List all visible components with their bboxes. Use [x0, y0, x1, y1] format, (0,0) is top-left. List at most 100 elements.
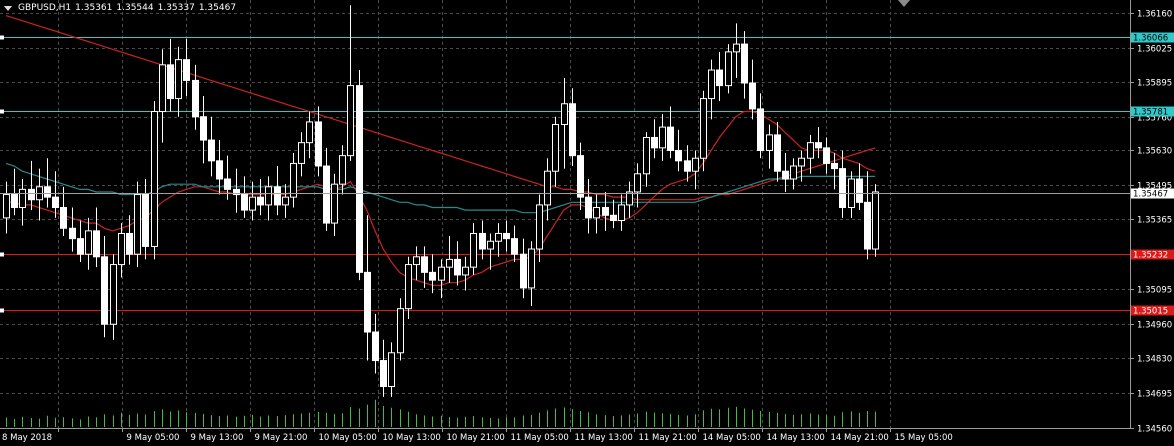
candle-bear	[167, 64, 174, 100]
candle-bear	[585, 196, 592, 219]
candle-bull	[85, 230, 92, 255]
candle-bull	[462, 266, 469, 276]
level-price-tag	[1131, 305, 1174, 316]
chart-header: GBPUSD,H1 1.35361 1.35544 1.35337 1.3546…	[4, 1, 236, 15]
candle-bull	[339, 155, 346, 185]
chart-menu-icon[interactable]	[4, 5, 12, 11]
x-tick-label: 9 May 05:00	[127, 433, 180, 443]
candle-bull	[807, 142, 814, 159]
candle-bear	[208, 139, 215, 162]
candle-bear	[216, 160, 223, 180]
candle-bear	[684, 160, 691, 172]
candle-bear	[520, 253, 527, 289]
candle-bull	[159, 64, 166, 113]
candle-bull	[495, 232, 502, 242]
x-tick-label: 11 May 21:00	[639, 433, 697, 443]
candle-bear	[28, 188, 35, 201]
candle-bull	[306, 121, 313, 144]
level-handle[interactable]	[0, 308, 4, 313]
candle-bear	[782, 170, 789, 180]
y-tick-label: 1.35630	[1137, 147, 1172, 157]
candle-bull	[134, 194, 141, 255]
candle-bear	[421, 256, 428, 273]
level-price-label: 1.35232	[1133, 251, 1168, 261]
candle-bull	[331, 183, 338, 224]
open-price: 1.35361	[75, 3, 113, 13]
level-price-label: 1.36066	[1133, 34, 1168, 44]
current-price-label: 1.35467	[1133, 190, 1168, 200]
candle-bear	[11, 194, 18, 209]
candle-bear	[610, 214, 617, 221]
candle-bear	[52, 196, 59, 209]
level-price-tag	[1131, 106, 1174, 117]
candle-bull	[282, 196, 289, 206]
chart-shift-marker[interactable]	[898, 0, 910, 7]
candle-bull	[692, 157, 699, 172]
current-price-tag	[1131, 188, 1174, 199]
level-price-tag	[1131, 32, 1174, 43]
candle-bull	[700, 98, 707, 159]
candle-bear	[372, 331, 379, 362]
level-handle[interactable]	[0, 109, 4, 114]
candle-bull	[733, 43, 740, 53]
moving-average-slow	[6, 110, 876, 286]
x-tick-label: 15 May 05:00	[895, 433, 953, 443]
y-tick-label: 1.35760	[1137, 114, 1172, 124]
candle-bear	[364, 271, 371, 333]
candle-bear	[651, 136, 658, 149]
level-handle[interactable]	[0, 35, 4, 40]
x-tick-label: 9 May 13:00	[191, 433, 244, 443]
y-tick-label: 1.35895	[1137, 79, 1172, 89]
candle-bear	[479, 232, 486, 250]
candle-bull	[249, 196, 256, 211]
candle-bear	[44, 186, 51, 198]
candle-bear	[749, 82, 756, 110]
candle-bull	[536, 204, 543, 250]
candle-bull	[438, 266, 445, 281]
candle-bear	[856, 178, 863, 203]
candle-bull	[872, 191, 879, 250]
candle-bull	[659, 126, 666, 149]
candle-bull	[405, 264, 412, 310]
candle-bull	[110, 264, 117, 325]
candle-bear	[839, 168, 846, 209]
candle-bear	[315, 121, 322, 167]
candle-bull	[708, 69, 715, 100]
candle-bear	[577, 155, 584, 198]
x-tick-label: 10 May 05:00	[319, 433, 377, 443]
candle-bear	[667, 126, 674, 151]
candle-bull	[561, 103, 568, 126]
level-price-tag	[1131, 249, 1174, 260]
x-tick-label: 11 May 05:00	[511, 433, 569, 443]
y-tick-label: 1.34830	[1137, 355, 1172, 365]
candle-bear	[60, 207, 67, 229]
candle-bull	[19, 188, 26, 209]
candle-bull	[446, 258, 453, 268]
x-tick-label: 8 May 2018	[2, 433, 52, 443]
candle-bear	[831, 162, 838, 170]
level-handle[interactable]	[0, 252, 4, 257]
candle-bull	[634, 173, 641, 193]
candle-bull	[552, 124, 559, 172]
candle-bear	[864, 201, 871, 250]
candle-bull	[265, 186, 272, 206]
x-tick-label: 14 May 05:00	[703, 433, 761, 443]
candle-bull	[725, 51, 732, 87]
candle-bear	[274, 186, 281, 206]
y-tick-label: 1.35495	[1137, 182, 1172, 192]
low-price: 1.35337	[157, 3, 195, 13]
candle-bull	[593, 207, 600, 219]
candle-bull	[298, 142, 305, 164]
candle-bear	[569, 103, 576, 157]
candle-bear	[429, 271, 436, 281]
y-tick-label: 1.34960	[1137, 321, 1172, 331]
candle-bear	[126, 232, 133, 255]
candle-bear	[93, 230, 100, 258]
candle-bear	[774, 134, 781, 172]
candle-bull	[397, 308, 404, 354]
candle-bear	[511, 238, 518, 255]
candle-bear	[602, 207, 609, 216]
candle-bull	[544, 170, 551, 206]
